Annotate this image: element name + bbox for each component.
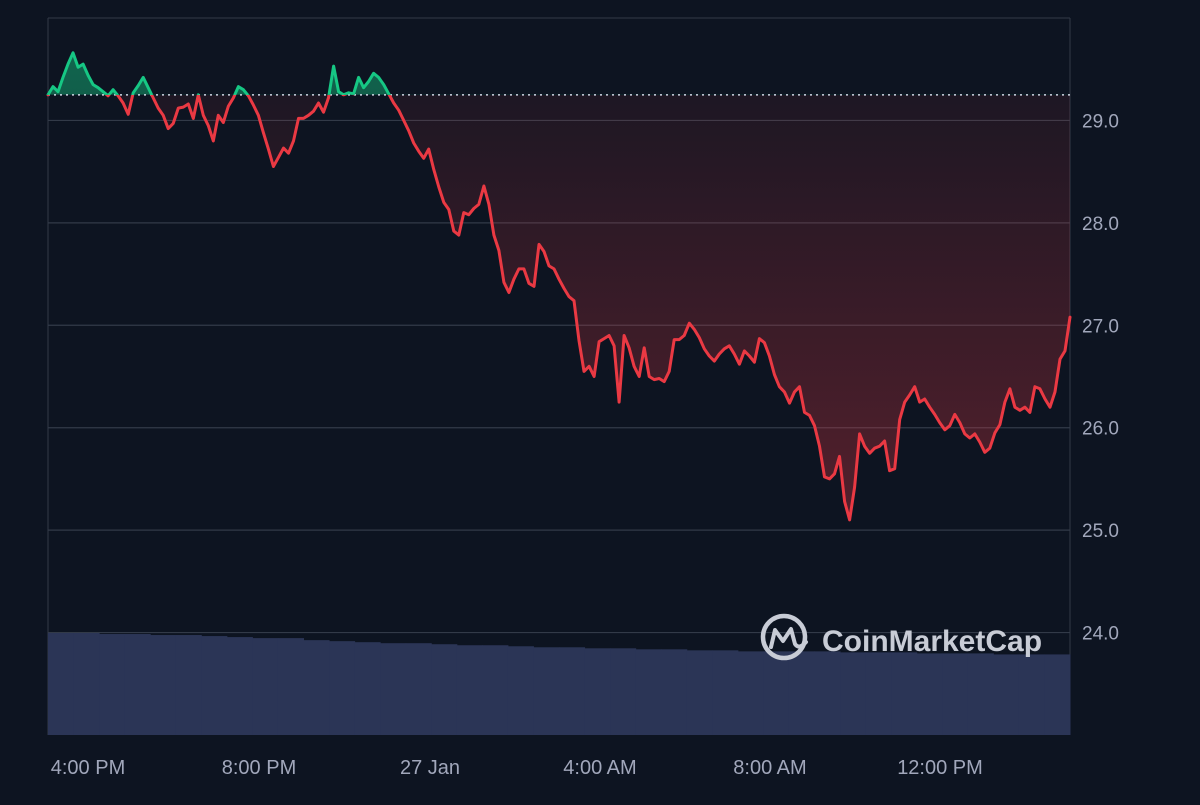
x-tick-label: 8:00 PM	[222, 757, 296, 779]
coinmarketcap-logo-icon	[760, 613, 808, 661]
volume-bar	[559, 647, 586, 735]
volume-bar	[48, 633, 75, 735]
volume-bar	[380, 643, 407, 735]
y-tick-label: 25.0	[1082, 521, 1119, 542]
y-tick-label: 26.0	[1082, 419, 1119, 440]
volume-bar	[303, 640, 330, 735]
volume-bar	[1044, 654, 1071, 735]
volume-bar	[175, 635, 202, 735]
volume-bar	[252, 638, 279, 735]
price-area-fill	[48, 52, 1070, 520]
x-tick-label: 12:00 PM	[897, 757, 983, 779]
volume-bar	[482, 645, 509, 735]
volume-bar	[661, 649, 688, 735]
price-line-down	[46, 94, 1072, 522]
volume-bar	[431, 644, 458, 735]
volume-bar	[942, 653, 969, 735]
volume-bar	[584, 648, 611, 735]
watermark: CoinMarketCap	[760, 613, 1042, 661]
x-tick-label: 8:00 AM	[733, 757, 806, 779]
x-axis-labels: 4:00 PM 8:00 PM 27 Jan 4:00 AM 8:00 AM 12:00 …	[51, 757, 983, 779]
volume-bar	[507, 646, 534, 735]
volume-bar	[1018, 654, 1045, 735]
volume-bar	[99, 634, 126, 735]
y-axis-labels: 29.0 28.0 27.0 26.0 25.0 24.0	[1082, 111, 1119, 644]
price-line	[46, 51, 1072, 522]
volume-bar	[712, 650, 739, 735]
volume-bar	[150, 635, 177, 735]
volume-bars	[48, 633, 1071, 735]
volume-bar	[456, 645, 483, 735]
volume-bar	[277, 638, 304, 735]
volume-bar	[124, 634, 151, 735]
volume-bar	[405, 643, 432, 735]
volume-bar	[73, 633, 100, 735]
volume-bar	[967, 653, 994, 735]
x-tick-label: 4:00 AM	[563, 757, 636, 779]
watermark-text: CoinMarketCap	[822, 625, 1042, 658]
volume-bar	[865, 652, 892, 735]
y-tick-label: 27.0	[1082, 316, 1119, 337]
y-tick-label: 29.0	[1082, 111, 1119, 132]
x-tick-label: 4:00 PM	[51, 757, 125, 779]
volume-bar	[788, 651, 815, 735]
volume-bar	[226, 637, 253, 735]
volume-bar	[840, 652, 867, 735]
y-tick-label: 28.0	[1082, 214, 1119, 235]
volume-bar	[891, 652, 918, 735]
y-tick-label: 24.0	[1082, 624, 1119, 645]
volume-bar	[201, 636, 228, 735]
volume-bar	[916, 653, 943, 735]
volume-bar	[354, 642, 381, 735]
volume-bar	[329, 641, 356, 735]
area-below-baseline	[106, 94, 1070, 520]
volume-bar	[610, 648, 637, 735]
volume-bar	[635, 649, 662, 735]
volume-bar	[686, 650, 713, 735]
volume-bar	[993, 654, 1020, 735]
volume-bar	[533, 647, 560, 735]
volume-bar	[814, 651, 841, 735]
volume-bar	[763, 651, 790, 735]
x-tick-label: 27 Jan	[400, 757, 460, 779]
volume-bar	[737, 651, 764, 735]
